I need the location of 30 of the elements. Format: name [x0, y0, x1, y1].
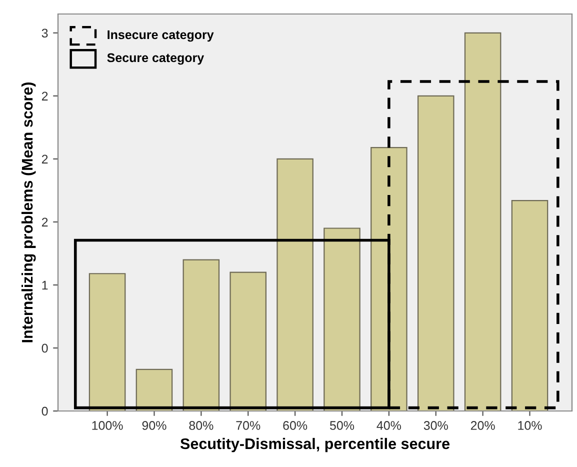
bar: [511, 200, 548, 411]
y-tick-label: 2: [42, 218, 48, 226]
x-tick-label: 30%: [424, 421, 448, 430]
x-tick-label: 100%: [92, 421, 123, 430]
x-tick-label: 50%: [330, 421, 354, 430]
x-tick-label: 40%: [376, 421, 401, 430]
bar: [230, 272, 266, 411]
x-tick-label: 10%: [518, 421, 542, 430]
y-axis-title: Internalizing problems (Mean score): [21, 82, 36, 342]
y-tick-label: 3: [42, 28, 48, 38]
bar: [464, 32, 502, 411]
y-tick-label: 1: [42, 280, 48, 290]
annotation: Insecure category: [108, 30, 214, 42]
x-axis-title: Secutity-Dismissal, percentile secure: [180, 438, 450, 452]
x-tick-label: 80%: [189, 421, 214, 430]
bar: [136, 368, 173, 411]
x-tick-label: 90%: [142, 421, 166, 430]
bar: [88, 273, 126, 411]
x-tick-label: 20%: [470, 421, 495, 430]
y-tick-label: 2: [42, 154, 48, 164]
bar: [276, 158, 314, 411]
annotation: Secure category: [107, 53, 204, 65]
bar: [182, 259, 220, 411]
bar: [324, 228, 360, 411]
x-tick-label: 70%: [236, 421, 260, 430]
y-tick-label: 2: [42, 92, 48, 100]
y-tick-label: 0: [42, 406, 48, 416]
x-tick-label: 60%: [283, 421, 308, 430]
bar: [417, 95, 454, 411]
y-tick-label: 0: [42, 344, 48, 353]
